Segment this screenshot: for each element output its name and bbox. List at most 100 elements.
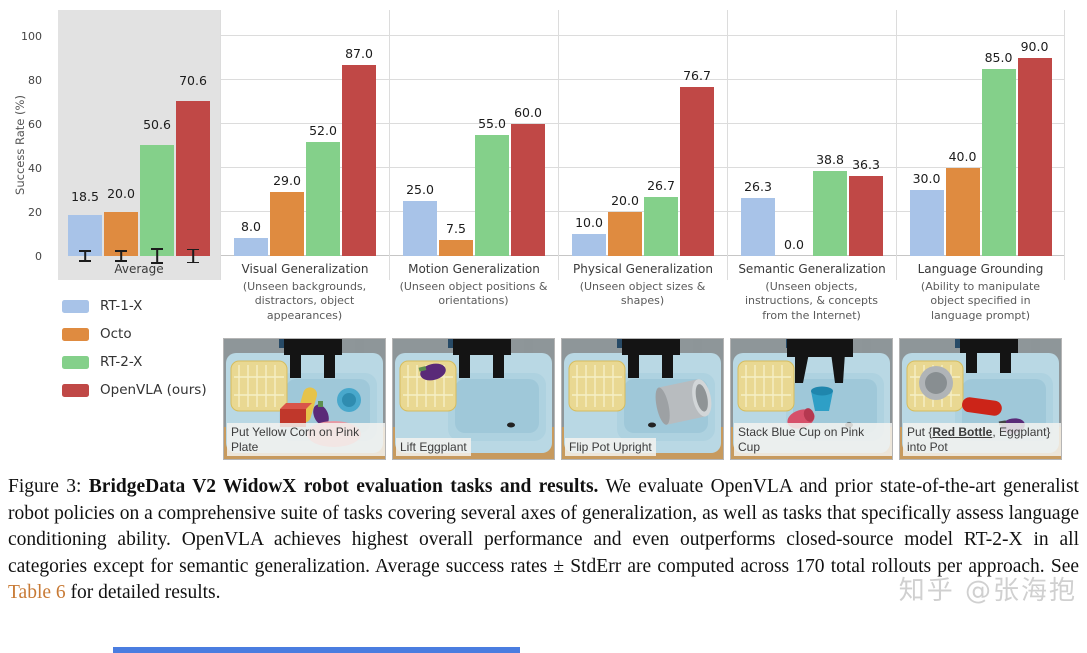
legend-label-openvla: OpenVLA (ours) [100, 382, 207, 398]
value-label-openvla-ours-motion-generalization: 60.0 [514, 105, 542, 120]
bar-octo-physical-generalization: 20.0 [608, 193, 642, 256]
legend-label-octo: Octo [100, 326, 132, 342]
caption-prefix: Figure 3: [8, 476, 89, 497]
y-axis-ticks: 0 20 40 60 80 100 [0, 10, 48, 263]
task-photo-lift-eggplant: Lift Eggplant [392, 338, 555, 460]
dish-rack [568, 360, 626, 412]
value-label-octo-semantic-generalization: 0.0 [784, 237, 804, 252]
bar-openvla-ours-physical-generalization: 76.7 [680, 68, 714, 256]
table-6-link[interactable]: Table 6 [8, 582, 66, 603]
value-label-rt-2-x-language-grounding: 85.0 [984, 50, 1013, 65]
value-label-octo-motion-generalization: 7.5 [446, 220, 466, 236]
below-chart-section: RT-1-X Octo RT-2-X OpenVLA (ours) (Unsee… [0, 280, 1087, 460]
value-label-rt-1-x-language-grounding: 30.0 [912, 171, 941, 186]
value-label-rt-2-x-visual-generalization: 52.0 [309, 122, 337, 138]
y-tick-60: 60 [28, 118, 42, 131]
task-photo-red-bottle: Put {Red Bottle, Eggplant} into Pot [899, 338, 1062, 460]
bar-rt-1-x-average: 18.5 [68, 189, 102, 262]
bar-rt-2-x-average: 50.6 [140, 117, 174, 264]
category-group-language-grounding: 30.0 40.0 85.0 90.0 Language Grounding [896, 10, 1065, 280]
task-photo-stack-cups: Stack Blue Cup on Pink Cup [730, 338, 893, 460]
category-descriptions: (Unseen backgrounds, distractors, object… [220, 280, 1087, 338]
x-label-language-grounding: Language Grounding [917, 262, 1044, 276]
legend-swatch-openvla [62, 383, 89, 397]
drain [648, 422, 656, 428]
red-block [280, 403, 312, 427]
red-bottle-highlight: Red Bottle [932, 425, 993, 440]
value-label-octo-average: 20.0 [107, 186, 135, 202]
value-label-rt-2-x-semantic-generalization: 38.8 [816, 151, 844, 167]
caption-body-1: We evaluate OpenVLA and prior state-of-t… [8, 476, 1079, 577]
error-bar-rt-2-x [151, 248, 163, 264]
task-photo-yellow-corn: Put Yellow Corn on Pink Plate [223, 338, 386, 460]
legend-swatch-rt2x [62, 355, 89, 369]
bar-openvla-ours-language-grounding: 90.0 [1017, 39, 1052, 256]
value-label-octo-language-grounding: 40.0 [948, 149, 977, 164]
value-label-rt-1-x-physical-generalization: 10.0 [575, 215, 603, 230]
gridline-60 [58, 123, 1065, 124]
bar-octo-visual-generalization: 29.0 [270, 173, 304, 256]
y-tick-100: 100 [21, 30, 42, 43]
eggplant [418, 363, 446, 381]
chart-plot-area: 18.5 20.0 50.6 70.6 Average 8.0 29.0 52.0 87.0 Vi… [58, 10, 1065, 280]
bar-openvla-ours-visual-generalization: 87.0 [342, 46, 376, 256]
desc-motion-generalization: (Unseen object positions & orientations) [399, 280, 548, 308]
task-photo-flip-pot: Flip Pot Upright [561, 338, 724, 460]
legend: RT-1-X Octo RT-2-X OpenVLA (ours) [62, 298, 207, 410]
legend-entry-rt1x: RT-1-X [62, 298, 207, 314]
blue-cup [337, 388, 361, 412]
y-tick-80: 80 [28, 74, 42, 87]
value-label-openvla-ours-semantic-generalization: 36.3 [852, 157, 880, 173]
eggplant [313, 401, 329, 426]
legend-label-rt1x: RT-1-X [100, 298, 143, 314]
robot-scene-2 [393, 339, 554, 459]
drain [507, 422, 515, 428]
x-label-physical-generalization: Physical Generalization [573, 262, 713, 276]
value-label-openvla-ours-language-grounding: 90.0 [1020, 39, 1049, 54]
error-bar-rt-1-x [79, 250, 91, 262]
robot-gripper [622, 339, 680, 378]
bar-rt-1-x-motion-generalization: 25.0 [403, 182, 437, 256]
task-label-3: Flip Pot Upright [565, 437, 656, 456]
desc-semantic-generalization: (Unseen objects, instructions, & concept… [744, 280, 879, 322]
y-tick-40: 40 [28, 162, 42, 175]
bar-octo-language-grounding: 40.0 [945, 149, 980, 256]
value-label-rt-1-x-semantic-generalization: 26.3 [744, 179, 772, 195]
red-bottle [962, 397, 1002, 416]
caption-body-2: for detailed results. [65, 582, 221, 603]
task-image-row: Put Yellow Corn on Pink Plate [220, 338, 1087, 460]
task-label-5: Put {Red Bottle, Eggplant} into Pot [903, 423, 1061, 456]
y-tick-0: 0 [35, 250, 42, 263]
bar-rt-1-x-visual-generalization: 8.0 [234, 219, 268, 256]
desc-visual-generalization: (Unseen backgrounds, distractors, object… [242, 280, 367, 322]
error-bar-openvla-ours [187, 248, 199, 264]
bar-chart: Success Rate (%) 0 20 40 60 80 100 18.5 20.0 50… [0, 10, 1087, 280]
bar-rt-1-x-physical-generalization: 10.0 [572, 215, 606, 256]
task-label-1: Put Yellow Corn on Pink Plate [227, 423, 385, 456]
blue-cup [811, 386, 833, 411]
category-group-visual-generalization: 8.0 29.0 52.0 87.0 Visual Generalization [220, 10, 389, 280]
bar-rt-2-x-motion-generalization: 55.0 [475, 116, 509, 256]
zhihu-watermark: 知乎 @张海抱 [898, 576, 1077, 606]
caption-title: BridgeData V2 WidowX robot evaluation ta… [88, 476, 599, 497]
dish-rack [230, 360, 288, 412]
category-group-motion-generalization: 25.0 7.5 55.0 60.0 Motion Generalization [389, 10, 558, 280]
robot-gripper [284, 339, 342, 378]
value-label-openvla-ours-physical-generalization: 76.7 [683, 68, 711, 84]
x-label-visual-generalization: Visual Generalization [241, 262, 369, 276]
bar-rt-2-x-physical-generalization: 26.7 [644, 178, 678, 256]
x-label-average: Average [114, 262, 164, 276]
legend-entry-octo: Octo [62, 326, 207, 342]
value-label-octo-visual-generalization: 29.0 [273, 173, 301, 189]
bottom-blue-bar [113, 647, 520, 653]
value-label-rt-2-x-average: 50.6 [143, 117, 171, 132]
metal-pot [655, 379, 712, 425]
legend-swatch-rt1x [62, 299, 89, 313]
legend-swatch-octo [62, 327, 89, 341]
category-group-average: 18.5 20.0 50.6 70.6 Average [58, 10, 220, 280]
metal-pot [919, 366, 953, 400]
figure-caption: Figure 3: BridgeData V2 WidowX robot eva… [8, 474, 1079, 607]
gridline-80 [58, 79, 1065, 80]
x-label-semantic-generalization: Semantic Generalization [738, 262, 886, 276]
gridline-40 [58, 167, 1065, 168]
